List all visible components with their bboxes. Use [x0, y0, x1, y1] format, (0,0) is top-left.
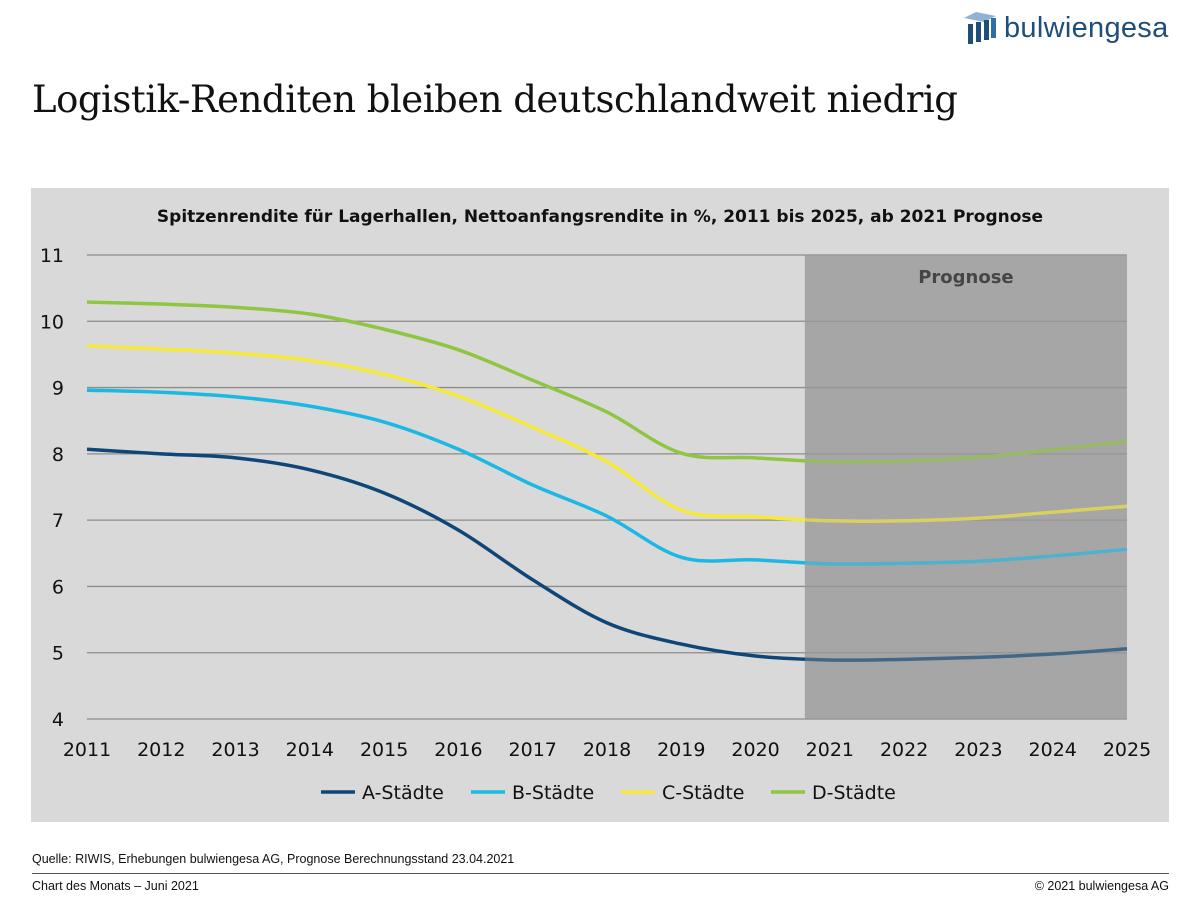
x-tick-label: 2015 — [360, 739, 408, 761]
x-tick-label: 2014 — [286, 739, 334, 761]
y-tick-label: 7 — [52, 510, 64, 532]
x-tick-label: 2022 — [880, 739, 928, 761]
source-note: Quelle: RIWIS, Erhebungen bulwiengesa AG… — [32, 852, 515, 866]
footer-divider — [32, 873, 1169, 874]
y-tick-label: 6 — [52, 576, 64, 598]
footer-copyright: © 2021 bulwiengesa AG — [1034, 879, 1169, 893]
series-line-A-Städte — [86, 447, 1128, 662]
x-tick-label: 2018 — [583, 739, 631, 761]
x-tick-label: 2025 — [1103, 739, 1151, 761]
x-tick-label: 2023 — [954, 739, 1002, 761]
y-tick-label: 4 — [52, 709, 64, 731]
line-chart: Spitzenrendite für Lagerhallen, Nettoanf… — [40, 207, 1151, 804]
x-tick-label: 2011 — [63, 739, 111, 761]
logo-text: bulwiengesa — [1004, 11, 1169, 44]
y-tick-label: 10 — [40, 311, 64, 333]
y-tick-label: 8 — [52, 444, 64, 466]
logo-icon — [964, 12, 996, 44]
legend-label: B-Städte — [512, 782, 594, 804]
chart-container: Spitzenrendite für Lagerhallen, Nettoanf… — [31, 188, 1169, 822]
x-tick-label: 2019 — [657, 739, 705, 761]
forecast-label: Prognose — [918, 267, 1013, 288]
x-tick-label: 2013 — [211, 739, 259, 761]
legend-label: C-Städte — [662, 782, 744, 804]
footer-left: Chart des Monats – Juni 2021 — [32, 879, 199, 893]
y-tick-label: 11 — [40, 245, 64, 267]
y-tick-label: 9 — [52, 378, 64, 400]
x-tick-label: 2016 — [434, 739, 482, 761]
brand-logo: bulwiengesa — [962, 10, 1169, 46]
page-title: Logistik-Renditen bleiben deutschlandwei… — [32, 78, 958, 121]
forecast-overlay — [804, 255, 1127, 719]
y-tick-label: 5 — [52, 643, 64, 665]
x-tick-label: 2017 — [509, 739, 557, 761]
legend-label: A-Städte — [362, 782, 444, 804]
chart-title: Spitzenrendite für Lagerhallen, Nettoanf… — [157, 207, 1043, 227]
forecast-region — [804, 255, 1127, 719]
x-tick-label: 2021 — [806, 739, 854, 761]
legend-label: D-Städte — [812, 782, 896, 804]
x-tick-label: 2024 — [1029, 739, 1077, 761]
x-tick-label: 2012 — [137, 739, 185, 761]
x-tick-label: 2020 — [731, 739, 779, 761]
